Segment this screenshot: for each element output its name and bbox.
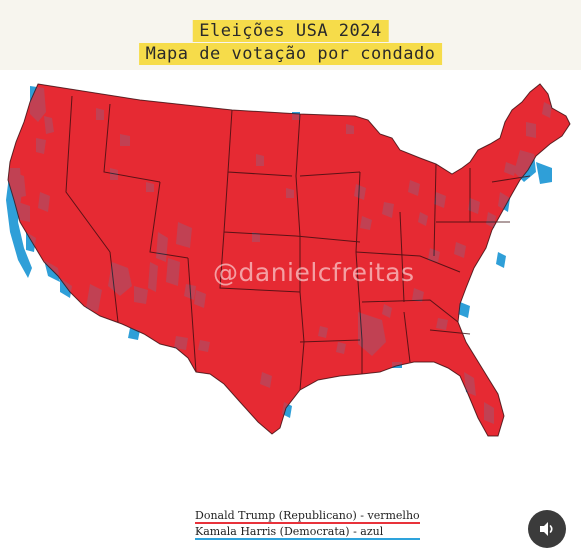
us-map-svg [6, 83, 571, 437]
page-subtitle: Mapa de votação por condado [138, 43, 443, 65]
legend-item-democrat: Kamala Harris (Democrata) - azul [195, 525, 420, 541]
county-vote-map [0, 72, 581, 492]
map-legend: Donald Trump (Republicano) - vermelho Ka… [195, 509, 420, 541]
legend-label-democrat: Kamala Harris (Democrata) - azul [195, 525, 384, 538]
speaker-icon [540, 522, 553, 536]
watermark-text: @danielcfreitas [213, 258, 415, 287]
legend-swatch-republican [195, 522, 420, 524]
sound-toggle-button[interactable] [528, 510, 566, 548]
legend-item-republican: Donald Trump (Republicano) - vermelho [195, 509, 420, 525]
page-title: Eleições USA 2024 [192, 20, 389, 42]
legend-swatch-democrat [195, 538, 420, 540]
legend-label-republican: Donald Trump (Republicano) - vermelho [195, 509, 420, 522]
state-borders [7, 83, 571, 437]
